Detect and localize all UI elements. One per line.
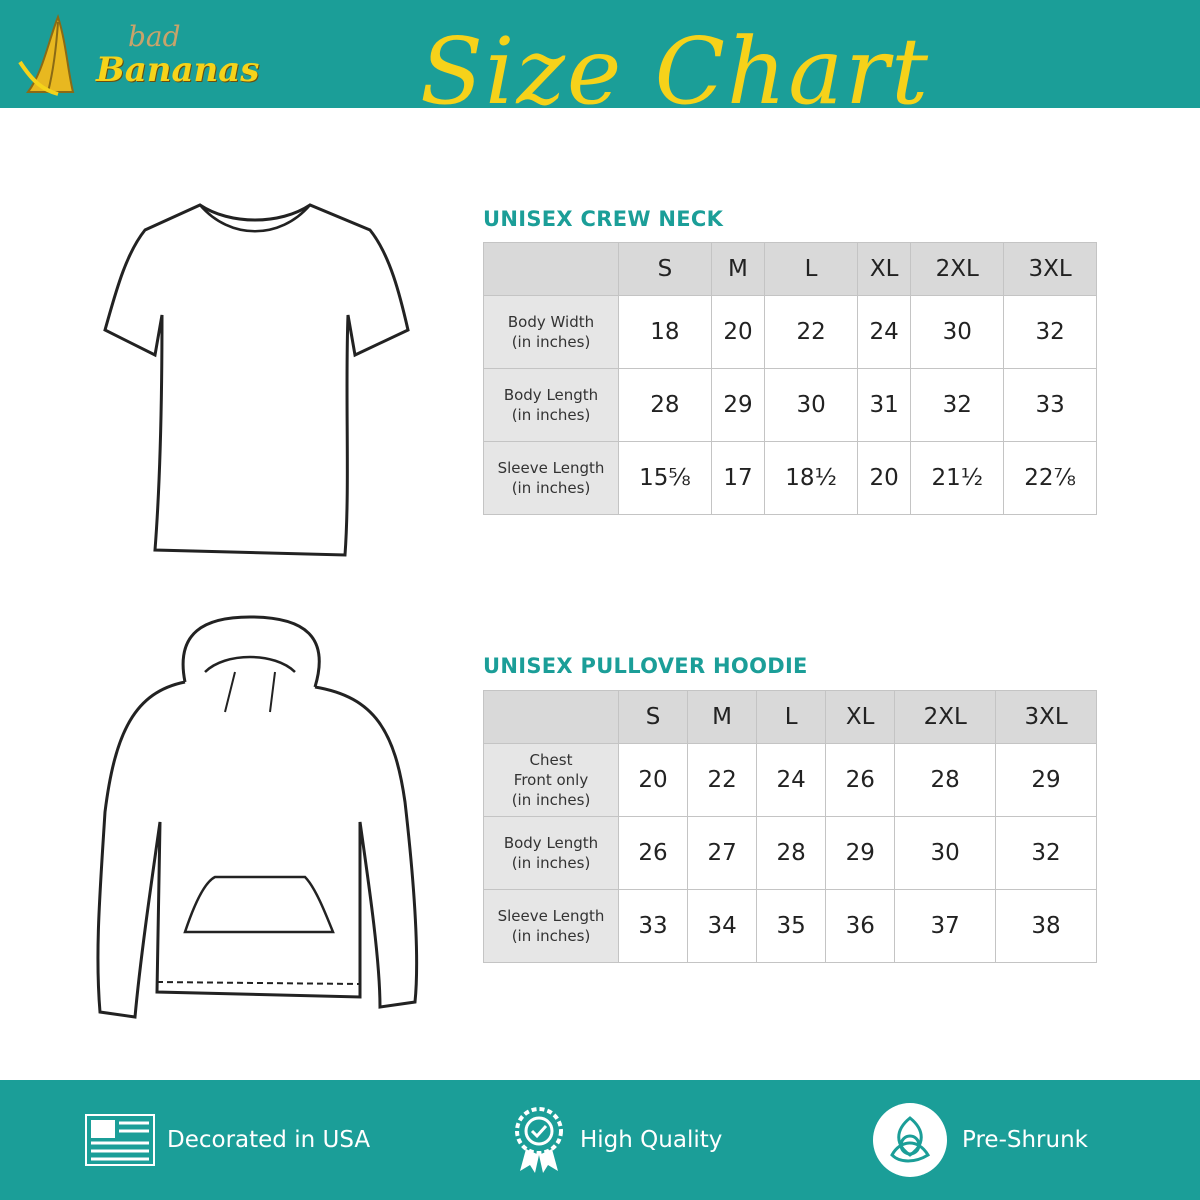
table-cell: 22 — [764, 295, 858, 369]
size-header: 3XL — [1003, 242, 1097, 296]
flag-icon — [85, 1114, 155, 1166]
table-cell: 33 — [1003, 368, 1097, 442]
table-cell: 32 — [910, 368, 1005, 442]
corner-cell — [483, 690, 619, 744]
table-cell: 20 — [856, 441, 912, 515]
table-cell: 32 — [995, 816, 1097, 890]
brand-logo: bad Bananas — [18, 12, 278, 102]
feature-label: High Quality — [580, 1127, 723, 1153]
table-row: Body Length (in inches) 28 29 30 31 32 33 — [483, 368, 1097, 442]
table-row: Body Width (in inches) 18 20 22 24 30 32 — [483, 295, 1097, 369]
table-cell: 29 — [710, 368, 766, 442]
logo-bad-text: bad — [128, 20, 181, 53]
table-row: Sleeve Length (in inches) 33 34 35 36 37 … — [483, 889, 1097, 963]
banana-icon — [18, 14, 75, 96]
table-cell: 24 — [756, 743, 827, 817]
feature-high-quality: High Quality — [510, 1080, 722, 1200]
table-cell: 30 — [894, 816, 997, 890]
feature-decorated-usa: Decorated in USA — [85, 1080, 370, 1200]
table-cell: 24 — [856, 295, 912, 369]
crew-neck-size-table: S M L XL 2XL 3XL Body Width (in inches) 1… — [483, 242, 1097, 515]
table-cell: 27 — [687, 816, 758, 890]
table-cell: 18½ — [764, 441, 858, 515]
table-cell: 21½ — [910, 441, 1005, 515]
table-cell: 34 — [687, 889, 758, 963]
footer-banner: Decorated in USA High Quality Pre-Shrunk — [0, 1080, 1200, 1200]
table-row: Body Length (in inches) 26 27 28 29 30 32 — [483, 816, 1097, 890]
table-cell: 30 — [764, 368, 858, 442]
table-cell: 32 — [1003, 295, 1097, 369]
logo-bananas-text: Bananas — [96, 50, 260, 90]
row-label: Body Length (in inches) — [483, 816, 619, 890]
table-cell: 20 — [617, 743, 689, 817]
hoodie-illustration — [96, 615, 419, 1019]
feature-pre-shrunk: Pre-Shrunk — [870, 1080, 1088, 1200]
header-banner: bad Bananas Size Chart — [0, 0, 1200, 125]
table-cell: 28 — [618, 368, 712, 442]
table-cell: 28 — [756, 816, 827, 890]
table-cell: 29 — [825, 816, 896, 890]
size-header: S — [618, 242, 712, 296]
feature-label: Pre-Shrunk — [962, 1127, 1088, 1153]
pre-shrunk-icon — [873, 1103, 947, 1177]
size-header: L — [756, 690, 827, 744]
table-cell: 15⅝ — [618, 441, 712, 515]
table-cell: 20 — [710, 295, 766, 369]
hoodie-size-table: S M L XL 2XL 3XL Chest Front only (in inch… — [483, 690, 1097, 963]
quality-badge-icon — [515, 1107, 563, 1173]
row-label: Body Length (in inches) — [483, 368, 619, 442]
table-cell: 31 — [856, 368, 912, 442]
row-label: Sleeve Length (in inches) — [483, 441, 619, 515]
size-header: 3XL — [995, 690, 1097, 744]
feature-label: Decorated in USA — [167, 1127, 371, 1153]
row-label: Body Width (in inches) — [483, 295, 619, 369]
table-row: Sleeve Length (in inches) 15⅝ 17 18½ 20 2… — [483, 441, 1097, 515]
row-label: Sleeve Length (in inches) — [483, 889, 619, 963]
size-header: M — [687, 690, 758, 744]
table-cell: 22⅞ — [1003, 441, 1097, 515]
table-cell: 18 — [618, 295, 712, 369]
table-cell: 26 — [825, 743, 896, 817]
table-cell: 33 — [617, 889, 689, 963]
size-header: M — [710, 242, 766, 296]
size-header: S — [617, 690, 689, 744]
table-cell: 35 — [756, 889, 827, 963]
table-cell: 37 — [894, 889, 997, 963]
table-cell: 28 — [894, 743, 997, 817]
table-cell: 17 — [710, 441, 766, 515]
size-header: XL — [856, 242, 912, 296]
table-cell: 30 — [910, 295, 1005, 369]
size-header: L — [764, 242, 858, 296]
tshirt-illustration — [103, 203, 410, 557]
table-header-row: S M L XL 2XL 3XL — [483, 690, 1097, 744]
table-cell: 36 — [825, 889, 896, 963]
table-cell: 29 — [995, 743, 1097, 817]
table-row: Chest Front only (in inches) 20 22 24 26 2… — [483, 743, 1097, 817]
size-header: XL — [825, 690, 896, 744]
size-header: 2XL — [894, 690, 997, 744]
table-header-row: S M L XL 2XL 3XL — [483, 242, 1097, 296]
table-cell: 22 — [687, 743, 758, 817]
page-title: Size Chart — [420, 18, 931, 125]
table-cell: 38 — [995, 889, 1097, 963]
crew-neck-title: UNISEX CREW NECK — [483, 207, 724, 231]
row-label: Chest Front only (in inches) — [483, 743, 619, 817]
table-cell: 26 — [617, 816, 689, 890]
hoodie-title: UNISEX PULLOVER HOODIE — [483, 654, 808, 678]
size-header: 2XL — [910, 242, 1005, 296]
corner-cell — [483, 242, 619, 296]
